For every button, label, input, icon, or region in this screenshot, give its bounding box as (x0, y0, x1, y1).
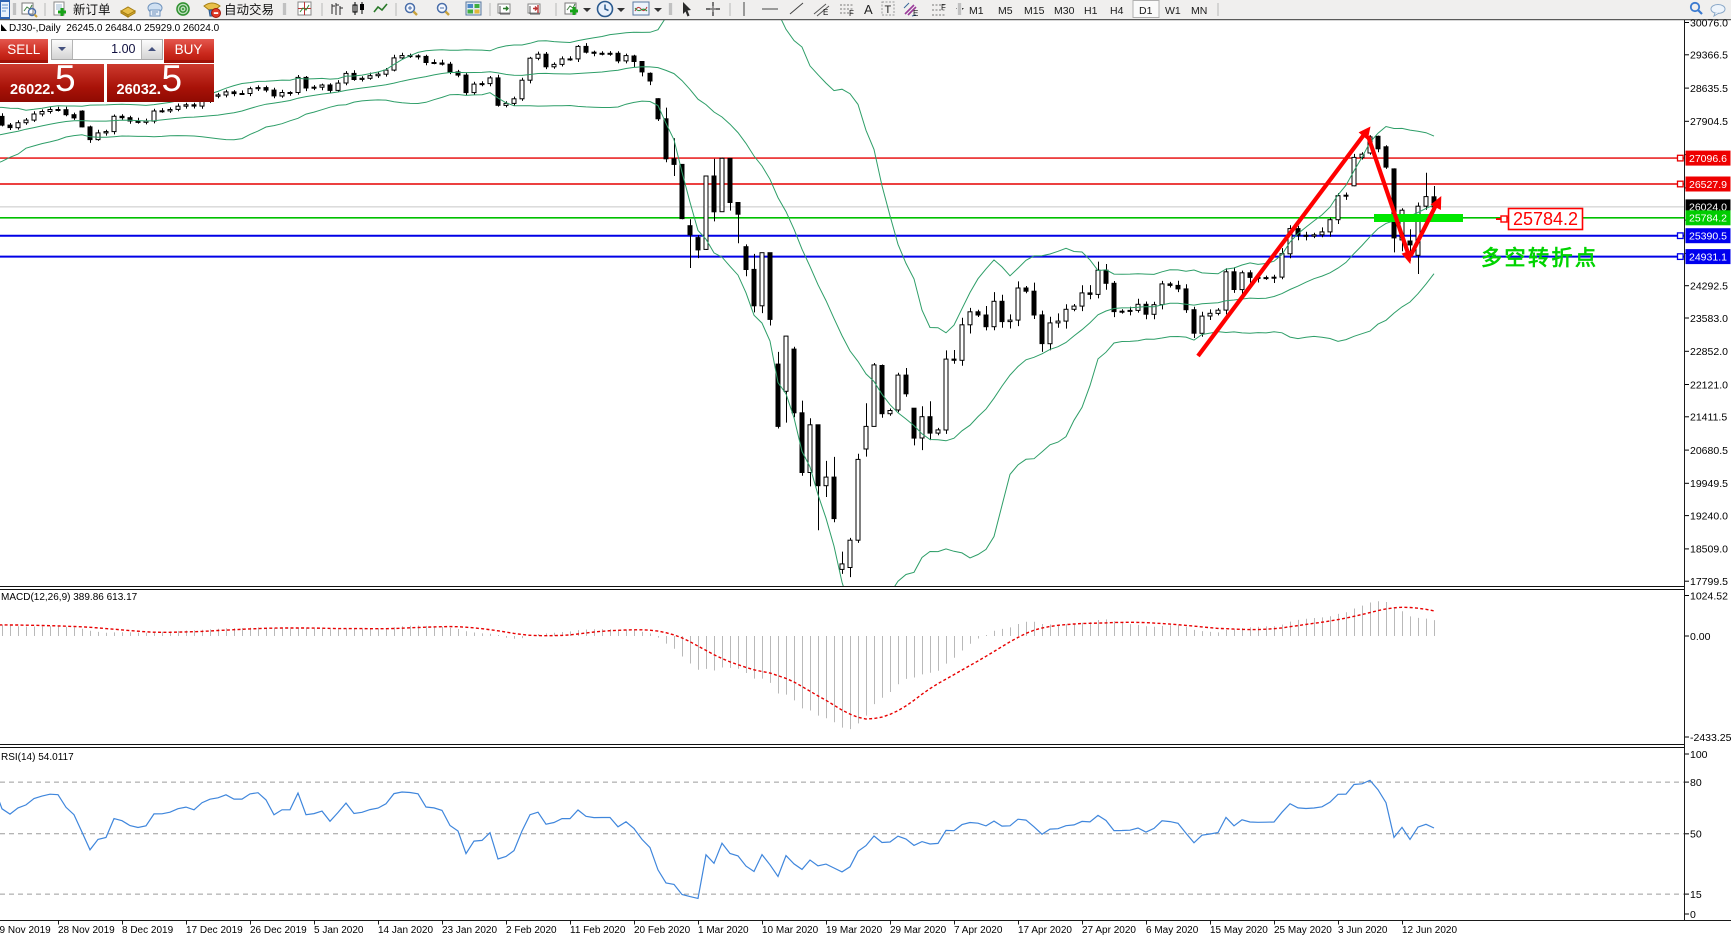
svg-text:28635.5: 28635.5 (1690, 83, 1728, 95)
svg-text:29 Mar 2020: 29 Mar 2020 (890, 925, 947, 936)
svg-text:-2433.25: -2433.25 (1690, 732, 1731, 744)
svg-text:8 Dec 2019: 8 Dec 2019 (122, 925, 174, 936)
svg-text:26 Dec 2019: 26 Dec 2019 (250, 925, 307, 936)
svg-text:19240.0: 19240.0 (1690, 510, 1728, 522)
svg-text:F: F (941, 3, 946, 12)
svg-text:MACD(12,26,9) 389.86 613.17: MACD(12,26,9) 389.86 613.17 (1, 592, 138, 603)
svg-text:7 Apr 2020: 7 Apr 2020 (954, 925, 1003, 936)
svg-text:21411.5: 21411.5 (1690, 412, 1727, 424)
svg-text:25784.2: 25784.2 (1689, 213, 1727, 225)
svg-text:RSI(14) 54.0117: RSI(14) 54.0117 (1, 752, 74, 763)
svg-text:M30: M30 (1054, 5, 1075, 17)
svg-text:25784.2: 25784.2 (1513, 209, 1578, 229)
svg-text:15: 15 (1690, 889, 1702, 901)
svg-text:50: 50 (1690, 829, 1702, 841)
svg-text:19949.5: 19949.5 (1690, 478, 1728, 490)
svg-text:22121.0: 22121.0 (1690, 379, 1728, 391)
svg-text:20 Feb 2020: 20 Feb 2020 (634, 925, 691, 936)
svg-text:14 Jan 2020: 14 Jan 2020 (378, 925, 433, 936)
svg-text:A: A (864, 2, 873, 17)
svg-text:26527.9: 26527.9 (1689, 179, 1727, 191)
svg-text:18509.0: 18509.0 (1690, 544, 1728, 556)
svg-text:15 May 2020: 15 May 2020 (1210, 925, 1268, 936)
svg-text:W1: W1 (1165, 5, 1181, 17)
svg-text:24931.1: 24931.1 (1689, 251, 1727, 263)
svg-text:D1: D1 (1139, 5, 1153, 17)
svg-text:17799.5: 17799.5 (1690, 576, 1728, 588)
svg-text:T: T (885, 4, 892, 16)
svg-text:10 Mar 2020: 10 Mar 2020 (762, 925, 819, 936)
svg-text:M15: M15 (1024, 5, 1045, 17)
svg-text:5 Jan 2020: 5 Jan 2020 (314, 925, 364, 936)
svg-text:27904.5: 27904.5 (1690, 116, 1728, 128)
svg-text:M5: M5 (998, 5, 1013, 17)
svg-text:6 May 2020: 6 May 2020 (1146, 925, 1199, 936)
svg-text:25 May 2020: 25 May 2020 (1274, 925, 1332, 936)
svg-text:E: E (913, 9, 918, 18)
svg-text:0: 0 (1690, 909, 1696, 921)
svg-text:23 Jan 2020: 23 Jan 2020 (442, 925, 497, 936)
svg-text:20680.5: 20680.5 (1690, 445, 1728, 457)
svg-text:多空转折点: 多空转折点 (1481, 246, 1599, 270)
svg-text:24292.5: 24292.5 (1690, 281, 1728, 293)
svg-text:11 Feb 2020: 11 Feb 2020 (570, 925, 626, 936)
svg-text:M1: M1 (969, 5, 984, 17)
svg-text:27096.6: 27096.6 (1689, 153, 1727, 165)
svg-text:28 Nov 2019: 28 Nov 2019 (58, 925, 115, 936)
svg-text:29366.5: 29366.5 (1690, 50, 1728, 62)
svg-text:3 Jun 2020: 3 Jun 2020 (1338, 925, 1388, 936)
svg-text:22852.0: 22852.0 (1690, 346, 1728, 358)
svg-text:1 Mar 2020: 1 Mar 2020 (698, 925, 749, 936)
svg-text:19 Mar 2020: 19 Mar 2020 (826, 925, 883, 936)
svg-text:23583.0: 23583.0 (1690, 313, 1728, 325)
svg-text:30076.0: 30076.0 (1690, 17, 1728, 29)
svg-text:100: 100 (1690, 749, 1708, 761)
svg-text:新订单: 新订单 (73, 2, 111, 17)
svg-text:19 Nov 2019: 19 Nov 2019 (0, 925, 51, 936)
svg-text:H1: H1 (1084, 5, 1098, 17)
svg-text:0.00: 0.00 (1690, 631, 1711, 643)
svg-text:12 Jun 2020: 12 Jun 2020 (1402, 925, 1457, 936)
svg-text:F: F (849, 9, 854, 18)
svg-text:17 Dec 2019: 17 Dec 2019 (186, 925, 243, 936)
svg-text:DJ30-,Daily 26245.0 26484.0 2: DJ30-,Daily 26245.0 26484.0 25929.0 2602… (9, 23, 220, 34)
svg-text:27 Apr 2020: 27 Apr 2020 (1082, 925, 1136, 936)
svg-text:17 Apr 2020: 17 Apr 2020 (1018, 925, 1072, 936)
svg-text:2 Feb 2020: 2 Feb 2020 (506, 925, 557, 936)
svg-text:25390.5: 25390.5 (1689, 231, 1727, 243)
svg-text:自动交易: 自动交易 (224, 2, 274, 17)
svg-text:1024.52: 1024.52 (1690, 590, 1728, 602)
svg-text:MN: MN (1191, 5, 1207, 17)
svg-text:80: 80 (1690, 777, 1702, 789)
svg-text:H4: H4 (1110, 5, 1124, 17)
svg-text:E: E (823, 8, 828, 17)
